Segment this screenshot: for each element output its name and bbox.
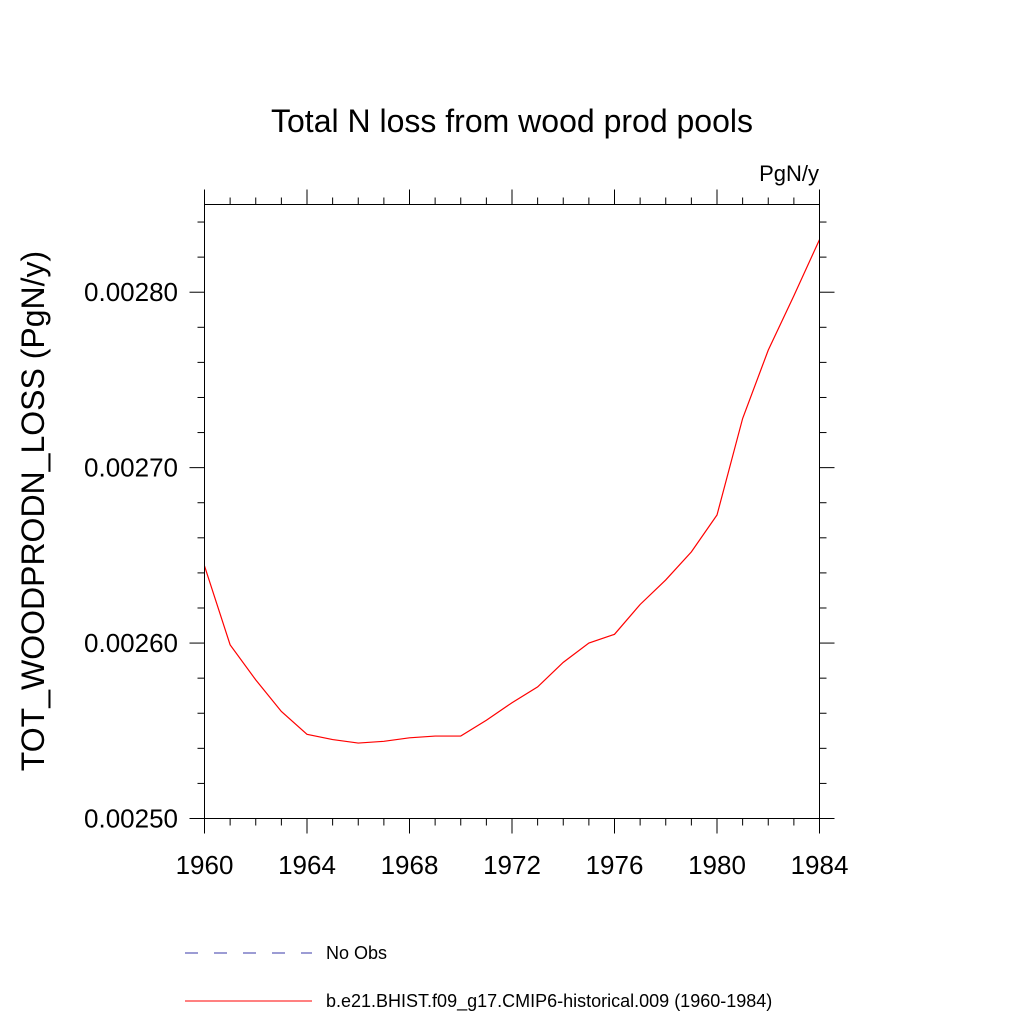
- x-tick-label: 1976: [586, 850, 644, 880]
- axis-ticks: [189, 189, 835, 834]
- plot-frame: [204, 204, 820, 819]
- x-tick-label: 1968: [381, 850, 439, 880]
- y-tick-label: 0.00260: [84, 628, 178, 658]
- chart-title: Total N loss from wood prod pools: [271, 103, 753, 139]
- series-layer: [203, 239, 821, 744]
- series-line-1: [203, 239, 821, 744]
- y-tick-label: 0.00250: [84, 804, 178, 834]
- legend-label-no-obs: No Obs: [326, 943, 387, 963]
- y-axis-label: TOT_WOODPRODN_LOSS (PgN/y): [15, 251, 51, 771]
- units-label: PgN/y: [759, 161, 819, 186]
- x-tick-label: 1960: [176, 850, 234, 880]
- legend-label-historical: b.e21.BHIST.f09_g17.CMIP6-historical.009…: [326, 991, 772, 1012]
- x-tick-labels: 1960 1964 1968 1972 1976 1980 1984: [176, 850, 849, 880]
- legend: No Obs b.e21.BHIST.f09_g17.CMIP6-histori…: [185, 943, 772, 1012]
- x-tick-label: 1980: [688, 850, 746, 880]
- y-tick-label: 0.00270: [84, 453, 178, 483]
- x-tick-label: 1984: [791, 850, 849, 880]
- x-tick-label: 1964: [278, 850, 336, 880]
- y-tick-labels: 0.00250 0.00260 0.00270 0.00280: [84, 277, 178, 833]
- x-tick-label: 1972: [483, 850, 541, 880]
- y-tick-label: 0.00280: [84, 277, 178, 307]
